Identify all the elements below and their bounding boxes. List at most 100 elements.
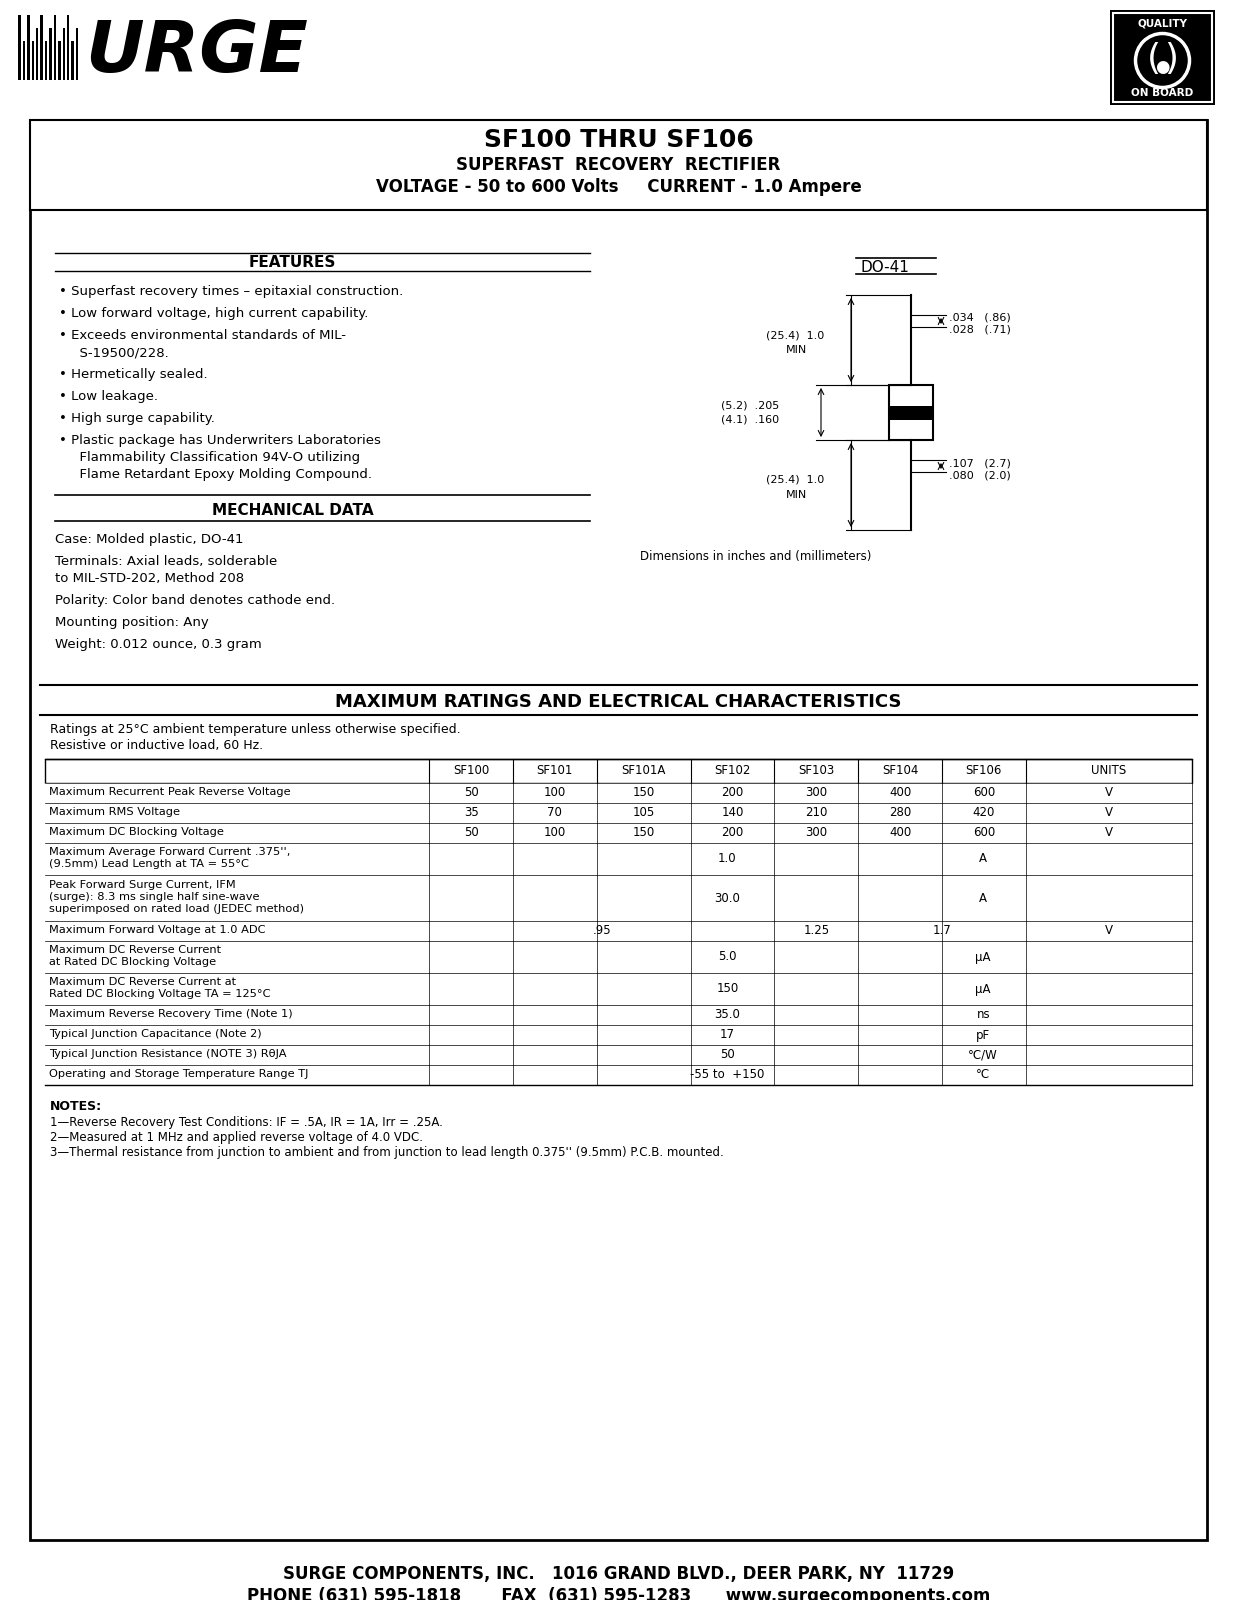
- Text: 2—Measured at 1 MHz and applied reverse voltage of 4.0 VDC.: 2—Measured at 1 MHz and applied reverse …: [49, 1131, 423, 1144]
- Bar: [54, 14, 56, 80]
- Text: (surge): 8.3 ms single half sine-wave: (surge): 8.3 ms single half sine-wave: [49, 893, 260, 902]
- Text: μA: μA: [976, 950, 991, 963]
- Text: V: V: [1105, 787, 1113, 800]
- Text: .95: .95: [593, 925, 611, 938]
- Text: A: A: [980, 853, 987, 866]
- Text: 210: 210: [805, 806, 828, 819]
- Text: ●: ●: [1155, 59, 1170, 77]
- Text: 17: 17: [720, 1029, 735, 1042]
- Text: (25.4)  1.0: (25.4) 1.0: [766, 330, 824, 341]
- Bar: [45, 922, 1192, 941]
- Text: 140: 140: [721, 806, 743, 819]
- Text: Peak Forward Surge Current, IFM: Peak Forward Surge Current, IFM: [49, 880, 236, 890]
- Bar: [45, 875, 1192, 922]
- Bar: [71, 42, 74, 80]
- Text: UNITS: UNITS: [1091, 765, 1127, 778]
- Text: FEATURES: FEATURES: [249, 254, 336, 270]
- Text: Terminals: Axial leads, solderable: Terminals: Axial leads, solderable: [54, 555, 277, 568]
- Text: Dimensions in inches and (millimeters): Dimensions in inches and (millimeters): [640, 550, 871, 563]
- Text: 50: 50: [464, 827, 479, 840]
- Text: 600: 600: [972, 787, 995, 800]
- Text: 100: 100: [544, 827, 567, 840]
- Text: 200: 200: [721, 787, 743, 800]
- Text: • Low forward voltage, high current capability.: • Low forward voltage, high current capa…: [59, 307, 369, 320]
- Bar: [45, 42, 47, 80]
- Text: 70: 70: [548, 806, 563, 819]
- Text: Flame Retardant Epoxy Molding Compound.: Flame Retardant Epoxy Molding Compound.: [71, 467, 372, 482]
- Text: • Low leakage.: • Low leakage.: [59, 390, 158, 403]
- Text: °C/W: °C/W: [969, 1048, 998, 1061]
- Text: .034   (.86): .034 (.86): [949, 314, 1011, 323]
- Text: °C: °C: [976, 1069, 991, 1082]
- Text: Rated DC Blocking Voltage TA = 125°C: Rated DC Blocking Voltage TA = 125°C: [49, 989, 271, 998]
- Bar: [36, 27, 38, 80]
- Text: 35: 35: [464, 806, 479, 819]
- Text: 200: 200: [721, 827, 743, 840]
- Text: MIN: MIN: [785, 490, 808, 499]
- Text: SF104: SF104: [882, 765, 918, 778]
- Text: Flammability Classification 94V-O utilizing: Flammability Classification 94V-O utiliz…: [71, 451, 360, 464]
- Text: • Plastic package has Underwriters Laboratories: • Plastic package has Underwriters Labor…: [59, 434, 381, 446]
- Text: 5.0: 5.0: [719, 950, 737, 963]
- Text: SF106: SF106: [966, 765, 1002, 778]
- Text: 1—Reverse Recovery Test Conditions: IF = .5A, IR = 1A, Irr = .25A.: 1—Reverse Recovery Test Conditions: IF =…: [49, 1117, 443, 1130]
- Text: 400: 400: [889, 827, 912, 840]
- Text: SF100 THRU SF106: SF100 THRU SF106: [484, 128, 753, 152]
- Text: MAXIMUM RATINGS AND ELECTRICAL CHARACTERISTICS: MAXIMUM RATINGS AND ELECTRICAL CHARACTER…: [335, 693, 902, 710]
- Text: Weight: 0.012 ounce, 0.3 gram: Weight: 0.012 ounce, 0.3 gram: [54, 638, 262, 651]
- Text: ns: ns: [976, 1008, 990, 1021]
- Bar: [63, 27, 66, 80]
- Text: Resistive or inductive load, 60 Hz.: Resistive or inductive load, 60 Hz.: [49, 739, 263, 752]
- Text: .080   (2.0): .080 (2.0): [949, 470, 1011, 480]
- Text: NOTES:: NOTES:: [49, 1101, 103, 1114]
- Bar: [40, 14, 43, 80]
- Text: μA: μA: [976, 982, 991, 995]
- Text: 100: 100: [544, 787, 567, 800]
- Bar: [24, 42, 25, 80]
- Text: 50: 50: [720, 1048, 735, 1061]
- Bar: [45, 843, 1192, 875]
- Text: Maximum DC Reverse Current at: Maximum DC Reverse Current at: [49, 978, 236, 987]
- Bar: [1110, 10, 1215, 106]
- Text: V: V: [1105, 806, 1113, 819]
- Text: 30.0: 30.0: [715, 891, 741, 904]
- Text: SF100: SF100: [453, 765, 490, 778]
- Text: to MIL-STD-202, Method 208: to MIL-STD-202, Method 208: [54, 573, 244, 586]
- Bar: [32, 42, 33, 80]
- Text: Maximum Reverse Recovery Time (Note 1): Maximum Reverse Recovery Time (Note 1): [49, 1010, 293, 1019]
- Text: pF: pF: [976, 1029, 991, 1042]
- Text: 105: 105: [632, 806, 654, 819]
- Text: 150: 150: [716, 982, 738, 995]
- Text: 300: 300: [805, 787, 828, 800]
- Text: Typical Junction Capacitance (Note 2): Typical Junction Capacitance (Note 2): [49, 1029, 261, 1038]
- Bar: [45, 1005, 1192, 1026]
- Text: -55 to  +150: -55 to +150: [690, 1069, 764, 1082]
- Text: SF103: SF103: [798, 765, 835, 778]
- Text: 150: 150: [632, 827, 654, 840]
- Text: SURGE COMPONENTS, INC.   1016 GRAND BLVD., DEER PARK, NY  11729: SURGE COMPONENTS, INC. 1016 GRAND BLVD.,…: [283, 1565, 954, 1582]
- Text: URGE: URGE: [85, 18, 308, 86]
- Bar: [27, 14, 30, 80]
- Bar: [45, 1026, 1192, 1045]
- Text: Maximum RMS Voltage: Maximum RMS Voltage: [49, 806, 181, 818]
- Text: MECHANICAL DATA: MECHANICAL DATA: [212, 502, 374, 518]
- Bar: [58, 42, 61, 80]
- Text: • Hermetically sealed.: • Hermetically sealed.: [59, 368, 208, 381]
- Text: Ratings at 25°C ambient temperature unless otherwise specified.: Ratings at 25°C ambient temperature unle…: [49, 723, 460, 736]
- Text: 150: 150: [632, 787, 654, 800]
- Bar: [889, 405, 933, 419]
- Bar: [45, 1066, 1192, 1085]
- Text: .028   (.71): .028 (.71): [949, 325, 1011, 334]
- Bar: [1113, 13, 1212, 102]
- Bar: [45, 758, 1192, 782]
- Bar: [30, 120, 1207, 210]
- Text: ): ): [1164, 42, 1179, 75]
- Text: Case: Molded plastic, DO-41: Case: Molded plastic, DO-41: [54, 533, 244, 546]
- Text: (9.5mm) Lead Length at TA = 55°C: (9.5mm) Lead Length at TA = 55°C: [49, 859, 249, 869]
- Text: 1.0: 1.0: [719, 853, 737, 866]
- Text: PHONE (631) 595-1818       FAX  (631) 595-1283      www.surgecomponents.com: PHONE (631) 595-1818 FAX (631) 595-1283 …: [247, 1587, 990, 1600]
- Text: Operating and Storage Temperature Range TJ: Operating and Storage Temperature Range …: [49, 1069, 308, 1078]
- Bar: [67, 14, 69, 80]
- Text: 420: 420: [972, 806, 995, 819]
- Text: at Rated DC Blocking Voltage: at Rated DC Blocking Voltage: [49, 957, 216, 966]
